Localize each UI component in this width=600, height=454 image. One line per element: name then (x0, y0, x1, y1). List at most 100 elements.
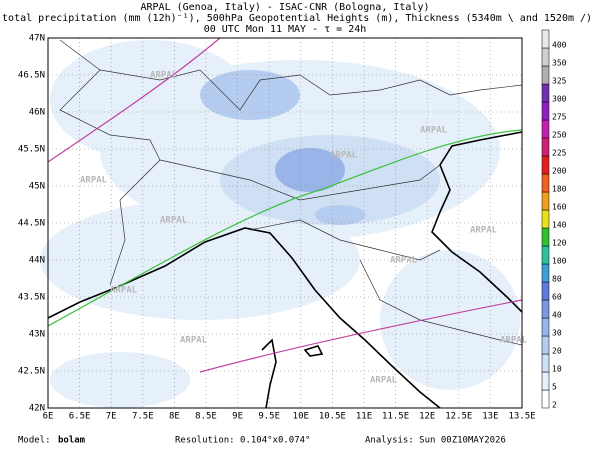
height-line (47, 37, 221, 163)
lon-label: 6E (43, 412, 54, 422)
watermark: ARPAL (500, 336, 528, 346)
colorbar-label: 30 (552, 329, 562, 338)
lat-label: 43N (29, 330, 45, 340)
colorbar-label: 20 (552, 347, 562, 356)
colorbar-label: 400 (552, 41, 567, 50)
lon-label: 9.5E (258, 412, 280, 422)
border (359, 259, 523, 346)
colorbar-label: 225 (552, 149, 567, 158)
precip-area (380, 250, 520, 390)
colorbar-swatch (541, 335, 550, 355)
colorbar-swatch (541, 371, 550, 391)
watermark: ARPAL (470, 226, 498, 236)
colorbar-swatch (541, 299, 550, 319)
colorbar-swatch (541, 227, 550, 247)
lon-label: 9E (232, 412, 243, 422)
colorbar-swatch (541, 209, 550, 229)
colorbar-swatch (541, 281, 550, 301)
colorbar-swatch (541, 173, 550, 193)
coastline (261, 338, 277, 409)
footer-analysis: Analysis: Sun 00Z10MAY2026 (365, 436, 506, 446)
colorbar-swatch (541, 263, 550, 283)
watermark: ARPAL (390, 256, 418, 266)
watermark: ARPAL (330, 151, 358, 161)
colorbar-swatch (541, 353, 550, 373)
height-line (199, 299, 523, 373)
header-line: ARPAL (Genoa, Italy) - ISAC-CNR (Bologna… (141, 2, 430, 13)
colorbar-swatch (541, 47, 550, 67)
lon-label: 7E (106, 412, 117, 422)
lat-label: 42N (29, 404, 45, 414)
precip-field (40, 40, 520, 408)
lon-label: 13.5E (508, 412, 535, 422)
footer-resolution: Resolution: 0.104°x0.074° (175, 436, 310, 446)
colorbar-label: 10 (552, 365, 562, 374)
lon-label: 13E (482, 412, 498, 422)
lat-label: 45N (29, 182, 45, 192)
lat-label: 43.5N (18, 293, 45, 303)
colorbar-swatch (541, 317, 550, 337)
lat-label: 44.5N (18, 219, 45, 229)
colorbar-swatch (541, 101, 550, 121)
watermark: ARPAL (180, 336, 208, 346)
header-line: 00 UTC Mon 11 MAY - τ = 24h (204, 24, 367, 35)
colorbar-swatch (541, 245, 550, 265)
lon-label: 8E (169, 412, 180, 422)
coastline (431, 131, 523, 313)
lon-label: 10E (293, 412, 309, 422)
lon-label: 12.5E (445, 412, 472, 422)
precip-area (50, 352, 190, 408)
colorbar-label: 80 (552, 275, 562, 284)
lat-label: 47N (29, 34, 45, 44)
colorbar-label: 5 (552, 383, 557, 392)
colorbar-label: 60 (552, 293, 562, 302)
colorbar-swatch (541, 83, 550, 103)
colorbar-label: 180 (552, 185, 567, 194)
watermark: ARPAL (160, 216, 188, 226)
lon-label: 11.5E (382, 412, 409, 422)
island (303, 345, 324, 357)
border (159, 159, 441, 201)
border (99, 69, 523, 111)
watermark: ARPAL (370, 376, 398, 386)
colorbar-label: 250 (552, 131, 567, 140)
precip-area (275, 148, 345, 192)
lon-label: 10.5E (319, 412, 346, 422)
colorbar-swatch (541, 137, 550, 157)
colorbar-swatch (541, 119, 550, 139)
precip-area (315, 205, 365, 225)
border (249, 219, 441, 261)
colorbar-label: 275 (552, 113, 567, 122)
lon-label: 6.5E (69, 412, 91, 422)
lat-label: 44N (29, 256, 45, 266)
watermark: ARPAL (80, 176, 108, 186)
map-frame (47, 37, 523, 409)
lat-label: 42.5N (18, 367, 45, 377)
lat-label: 46.5N (18, 71, 45, 81)
colorbar-label: 325 (552, 77, 567, 86)
lon-label: 8.5E (195, 412, 217, 422)
colorbar-label: 350 (552, 59, 567, 68)
colorbar-label: 40 (552, 311, 562, 320)
lat-label: 45.5N (18, 145, 45, 155)
border (59, 39, 161, 286)
colorbar-label: 100 (552, 257, 567, 266)
lon-label: 12E (419, 412, 435, 422)
watermark: ARPAL (110, 286, 138, 296)
colorbar-swatch (541, 29, 550, 49)
footer-model: bolam (58, 436, 86, 446)
footer-label: Model: (18, 436, 51, 446)
lon-label: 7.5E (132, 412, 154, 422)
colorbar-label: 200 (552, 167, 567, 176)
thickness-line (47, 129, 523, 327)
colorbar-swatch (541, 155, 550, 175)
colorbar-swatch (541, 65, 550, 85)
colorbar-label: 300 (552, 95, 567, 104)
watermark: ARPAL (150, 71, 178, 81)
colorbar-label: 140 (552, 221, 567, 230)
colorbar-swatch (541, 389, 550, 409)
colorbar-label: 160 (552, 203, 567, 212)
